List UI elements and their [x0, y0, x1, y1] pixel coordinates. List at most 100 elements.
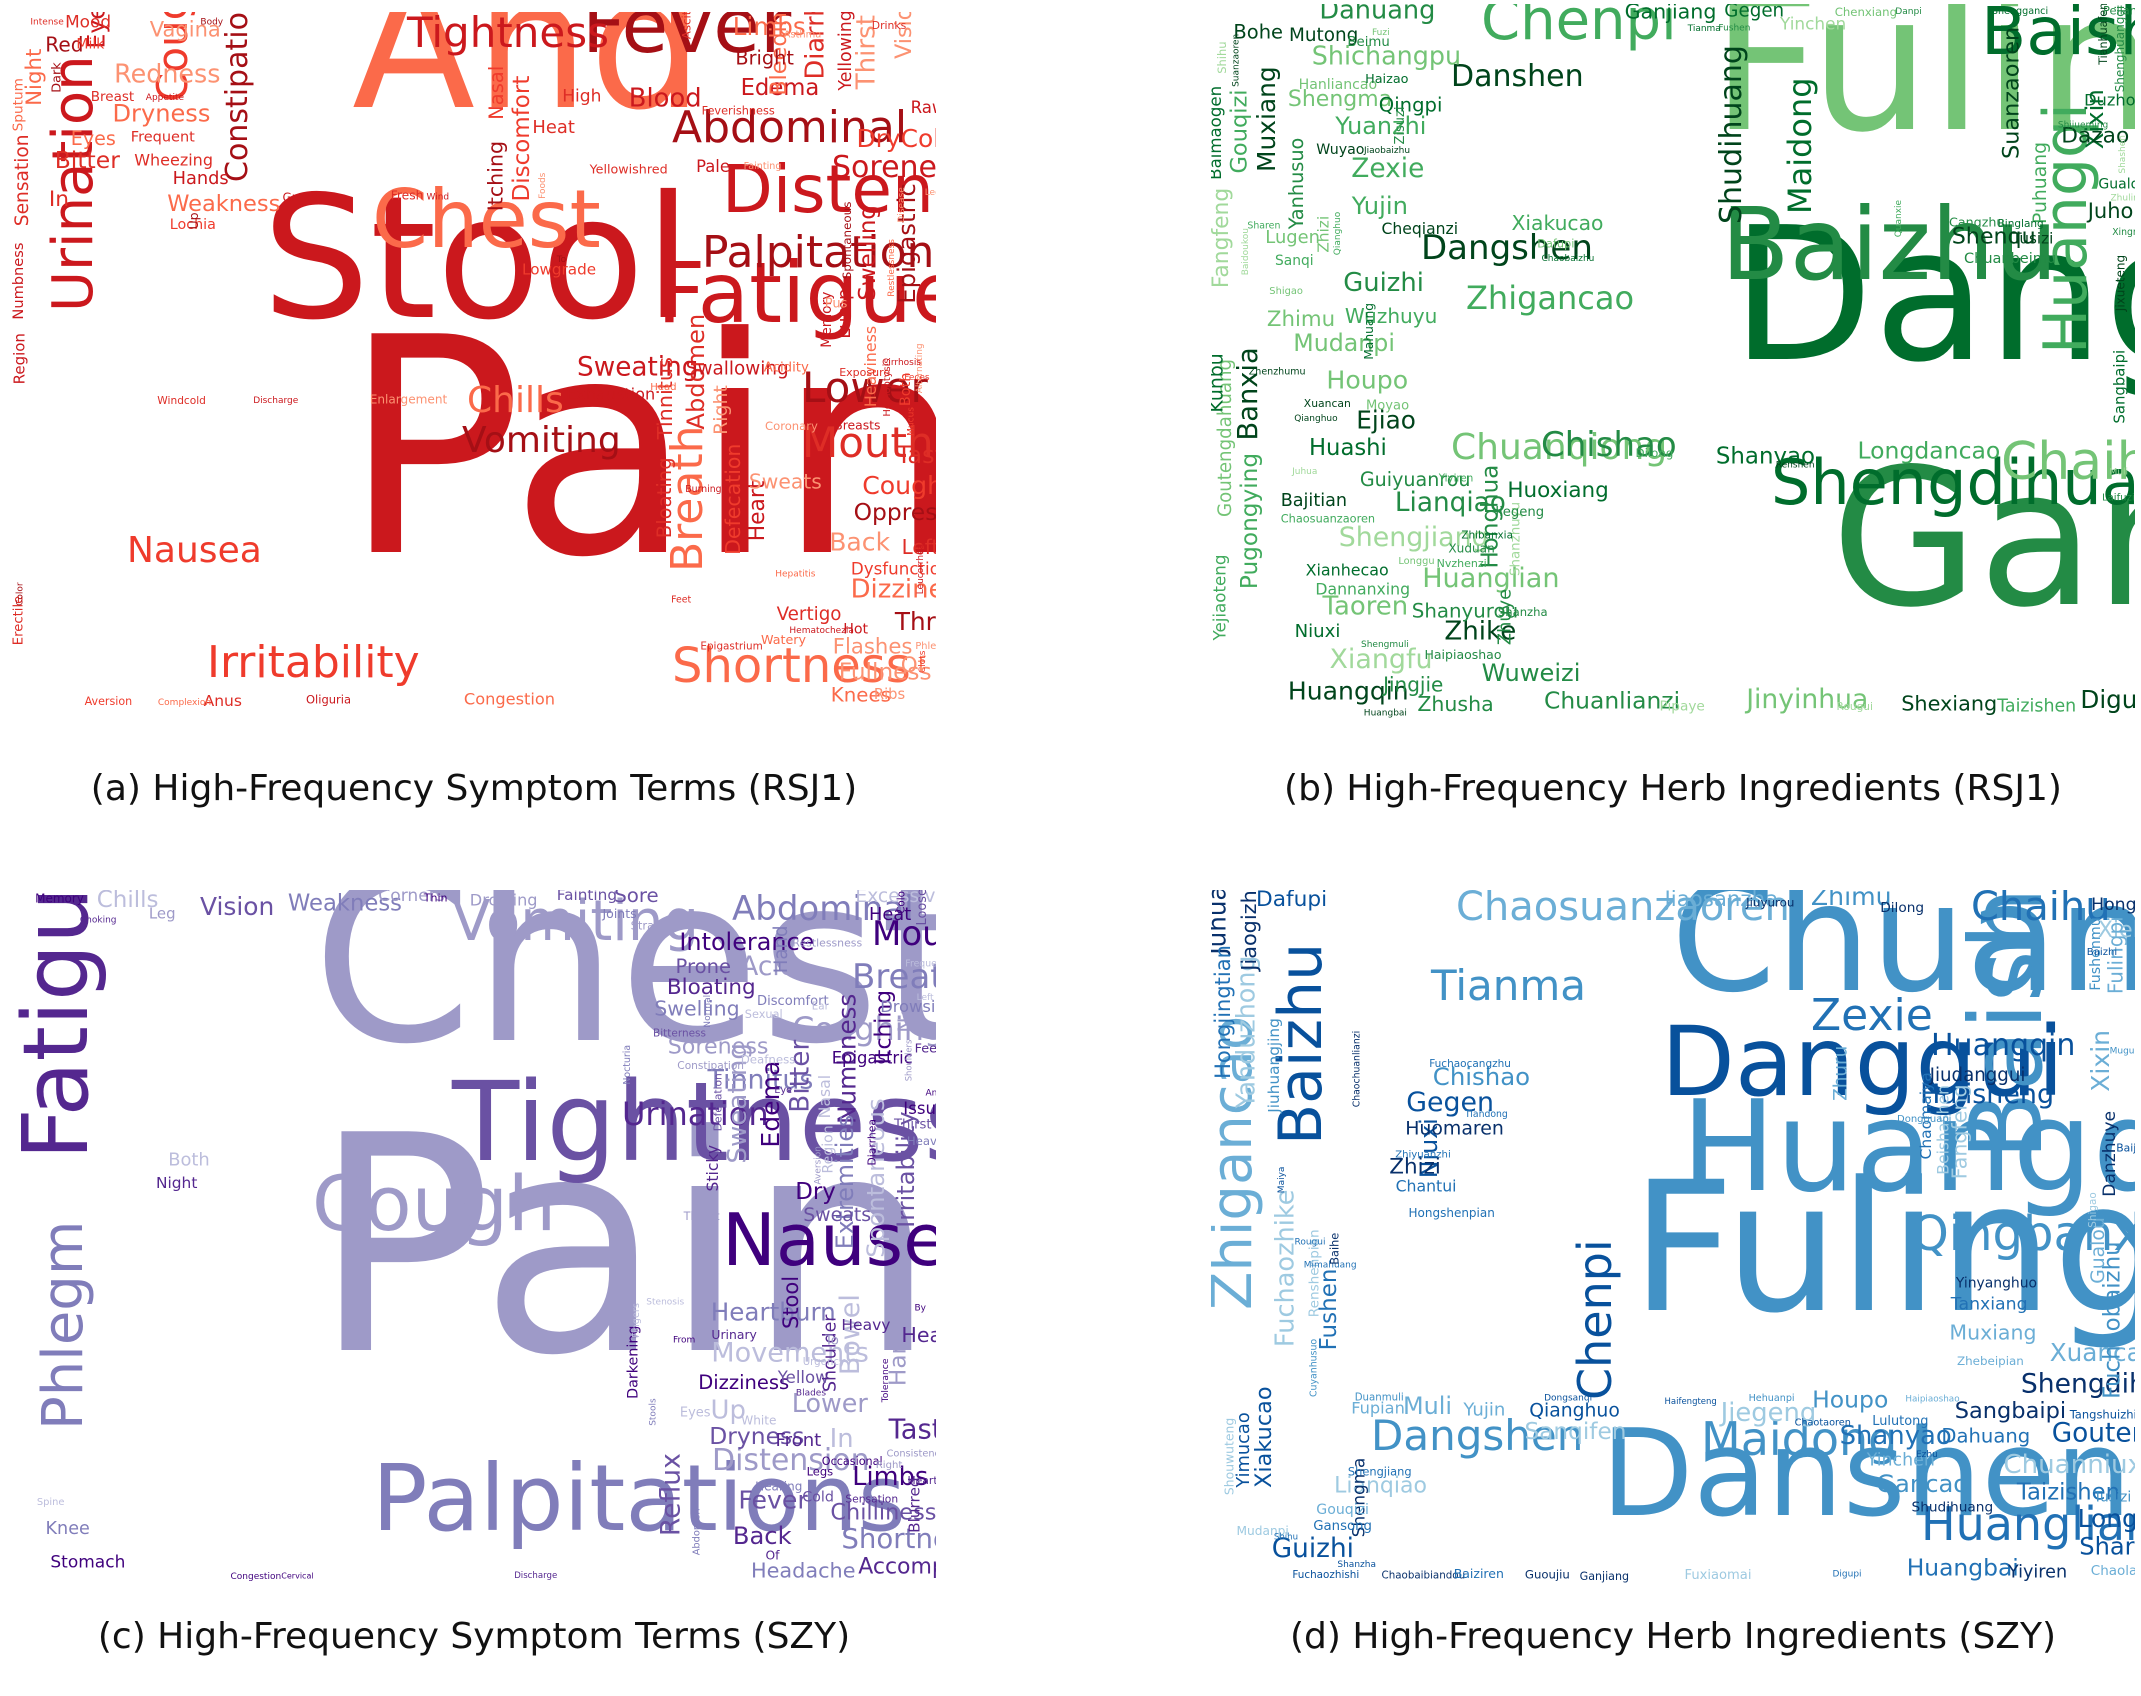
word-sharen: Sharen [1247, 221, 1280, 232]
word-stenosis: Stenosis [646, 1297, 684, 1307]
word-shigao: Shigao [1269, 286, 1303, 297]
word-mutong: Mutong [1289, 25, 1358, 46]
word-jiaobaizhu: Jiaobaizhu [1363, 146, 1410, 156]
word-huangqi: Huangqi [2031, 103, 2101, 354]
word-fangfeng: Fangfeng [1211, 188, 1234, 288]
word-baimaogen: Baimaogen [1211, 86, 1225, 180]
word-nvzhenzi: Nvzhenzi [1437, 557, 1487, 570]
word-urination: Urination [622, 1095, 769, 1133]
caption-a: (a) High-Frequency Symptom Terms (RSJ1) [90, 768, 858, 809]
word-left: Left [917, 993, 934, 1003]
word-and: And [926, 1089, 937, 1099]
word-sangbaipi: Sangbaipi [1955, 1398, 2066, 1424]
word-flashes: Flashes [833, 634, 913, 659]
word-soreness: Soreness [668, 1033, 769, 1059]
word-thin: Thin [423, 892, 448, 905]
word-breath: Breath [662, 426, 713, 572]
word-stomach: Stomach [50, 1553, 125, 1573]
word-sore: Sore [614, 890, 659, 907]
panel-c: Pain Chest Tightness Fatigue Palpitations Cou… [0, 828, 1040, 1696]
word-pipaye: Pipaye [1660, 698, 1705, 714]
word-intense: Intense [30, 17, 64, 27]
word-dafupi: Dafupi [1256, 890, 1327, 912]
word-longgu: Longgu [1398, 556, 1434, 567]
word-feet: Feet [915, 1042, 936, 1057]
word-left: Left [902, 535, 936, 559]
word-sputum: Sputum [12, 78, 26, 131]
word-drooling: Drooling [470, 891, 538, 910]
word-taizishen: Taizishen [2016, 1480, 2120, 1506]
word-dannanxing: Dannanxing [1315, 579, 1410, 598]
word-restlessness: Restlessness [887, 239, 897, 297]
word-yujin: Yujin [1351, 192, 1408, 220]
word-mucus: Mucus [907, 407, 917, 436]
caption-b: (b) High-Frequency Herb Ingredients (RSJ… [1284, 768, 2062, 809]
word-dilong: Dilong [1636, 446, 1674, 460]
word-zhenzhumu: Zhenzhumu [1249, 367, 1306, 378]
word-abdominal: Abdominal [672, 102, 907, 153]
word-fatigue: Fatigue [12, 890, 109, 1160]
word-hand: Hand [771, 925, 792, 973]
word-and: And [352, 12, 703, 150]
word-nasal: Nasal [485, 66, 508, 120]
word-hanliancao: Hanliancao [1299, 77, 1378, 93]
word-yujin: Yujin [1462, 1399, 1505, 1420]
word-eye: Eye [83, 12, 111, 49]
word-coughing: Coughing [862, 471, 936, 500]
word-thirst: Thirst [893, 1118, 932, 1133]
word-blood: Blood [629, 84, 702, 114]
word-complexion: Complexion [158, 698, 211, 708]
word-discharge: Discharge [253, 396, 299, 406]
word-dizziness: Dizziness [698, 1371, 789, 1394]
word-memory: Memory [819, 292, 835, 348]
word-huanglian: Huanglian [1422, 563, 1559, 594]
word-shoulders: Shoulders [904, 1040, 914, 1082]
word-fushen: Fushen [1316, 1269, 1342, 1351]
word-chaomaiya: Chaomaiya [1917, 1072, 1935, 1159]
word-gouteng: Gouteng [2052, 1418, 2135, 1449]
word-urination: Urination [41, 55, 106, 312]
word-chills: Chills [467, 380, 564, 421]
word-hehuanpi: Hehuanpi [1749, 1393, 1795, 1404]
word-shudihuang: Shudihuang [1714, 45, 1749, 224]
word-gansong: Gansong [1313, 1519, 1372, 1534]
word-jiaosanzha: Jiaosanzha [1663, 890, 1779, 912]
word-sweating: Sweating [577, 352, 698, 382]
word-xianhecao: Xianhecao [1306, 561, 1389, 580]
word-huangqin: Huangqin [1288, 677, 1409, 706]
word-ezhu: Ezhu [1916, 1450, 1938, 1460]
word-shengjiang: Shengjiang [1339, 522, 1489, 553]
word-aversion: Aversion [85, 695, 133, 708]
word-shengdihuang: Shengdihuang [2021, 1369, 2135, 1400]
word-zexie: Zexie [1351, 153, 1424, 184]
word-stool: Stool [262, 160, 692, 358]
word-xiebai: Xiebai [2098, 917, 2135, 943]
word-numbness: Numbness [12, 243, 27, 320]
word-haipiaoshao: Haipiaoshao [1425, 647, 1502, 662]
word-dilong: Dilong [1880, 900, 1924, 916]
word-lianqiao: Lianqiao [1334, 1473, 1427, 1498]
word-urinary: Urinary [711, 1327, 756, 1342]
word-bright: Bright [735, 47, 794, 70]
word-xixin: Xixin [2086, 1030, 2115, 1092]
word-guiyuanrou: Guiyuanrou [1360, 468, 1471, 491]
word-ribs: Ribs [874, 686, 905, 703]
word-vomiting: Vomiting [452, 890, 699, 954]
wordcloud-svg-a: PainStoolAndFeverFatigueDistensionChestU… [10, 0, 1069, 710]
word-muli: Muli [1403, 1392, 1452, 1420]
wordcloud-c: Pain Chest Tightness Fatigue Palpitations Cou… [4, 828, 1007, 1590]
word-bloating: Bloating [667, 975, 756, 1000]
word-jiuyurou: Jiuyurou [1745, 895, 1794, 909]
word-fuchaozhike: Fuchaozhike [1271, 1189, 1301, 1347]
word-abdominal: Abdominal [732, 890, 914, 929]
word-strain: Strain [631, 919, 665, 933]
word-baizhu: Baizhu [1721, 186, 2058, 303]
word-mahuang: Mahuang [1362, 303, 1376, 360]
word-lower: Lower [802, 363, 929, 412]
word-heart: Heart [908, 1474, 937, 1487]
word-baihe: Baihe [1329, 1233, 1342, 1265]
word-peilan: Peilan [2103, 4, 2135, 18]
word-zhibanxia: Zhibanxia [1461, 530, 1513, 542]
word-corners: Corners [378, 890, 444, 906]
wordcloud-d: FulingChuanqiongDanshenHuangqiDangguiBai… [1200, 764, 2141, 1590]
